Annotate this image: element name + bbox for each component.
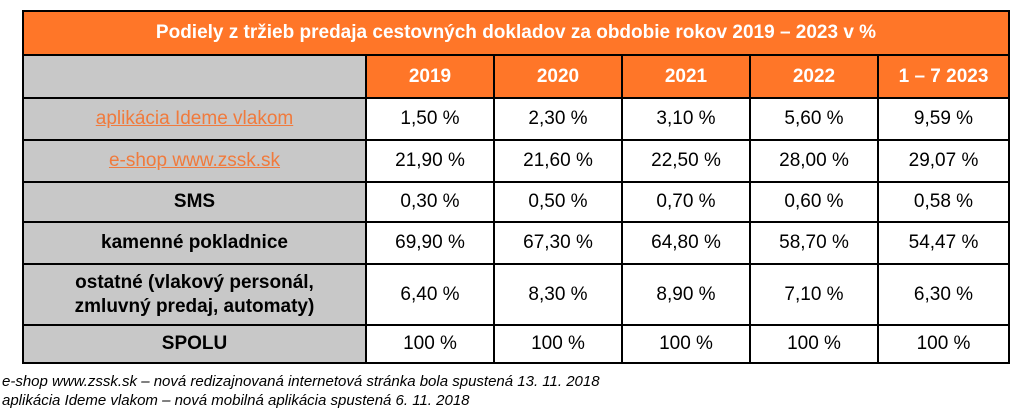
value-cell: 2,30 % <box>493 97 623 141</box>
table-row: SPOLU 100 % 100 % 100 % 100 % 100 % <box>22 324 1010 364</box>
value-cell: 5,60 % <box>749 97 879 141</box>
row-label-app: aplikácia Ideme vlakom <box>22 97 367 141</box>
value-cell: 67,30 % <box>493 221 623 265</box>
value-cell: 21,60 % <box>493 139 623 183</box>
row-label-other: ostatné (vlakový personál, zmluvný preda… <box>22 263 367 326</box>
value-cell: 28,00 % <box>749 139 879 183</box>
value-cell: 7,10 % <box>749 263 879 326</box>
table-row: SMS 0,30 % 0,50 % 0,70 % 0,60 % 0,58 % <box>22 181 1010 223</box>
value-cell: 54,47 % <box>877 221 1010 265</box>
value-cell: 1,50 % <box>365 97 495 141</box>
row-label-sms: SMS <box>22 181 367 223</box>
value-cell: 0,58 % <box>877 181 1010 223</box>
table-row: ostatné (vlakový personál, zmluvný preda… <box>22 263 1010 326</box>
value-cell: 64,80 % <box>621 221 751 265</box>
eshop-link[interactable]: e-shop www.zssk.sk <box>108 150 281 171</box>
value-cell: 21,90 % <box>365 139 495 183</box>
year-header-2020: 2020 <box>493 54 623 99</box>
value-cell: 100 % <box>365 324 495 364</box>
value-cell: 58,70 % <box>749 221 879 265</box>
value-cell: 100 % <box>749 324 879 364</box>
table-row: kamenné pokladnice 69,90 % 67,30 % 64,80… <box>22 221 1010 265</box>
table-title: Podiely z tržieb predaja cestovných dokl… <box>22 10 1010 56</box>
value-cell: 69,90 % <box>365 221 495 265</box>
value-cell: 6,40 % <box>365 263 495 326</box>
value-cell: 0,50 % <box>493 181 623 223</box>
value-cell: 0,70 % <box>621 181 751 223</box>
value-cell: 22,50 % <box>621 139 751 183</box>
sales-share-table: Podiely z tržieb predaja cestovných dokl… <box>22 10 1010 364</box>
year-header-2019: 2019 <box>365 54 495 99</box>
value-cell: 6,30 % <box>877 263 1010 326</box>
row-label-eshop: e-shop www.zssk.sk <box>22 139 367 183</box>
year-header-row: 2019 2020 2021 2022 1 – 7 2023 <box>22 54 1010 99</box>
value-cell: 8,30 % <box>493 263 623 326</box>
value-cell: 8,90 % <box>621 263 751 326</box>
title-row: Podiely z tržieb predaja cestovných dokl… <box>22 10 1010 56</box>
value-cell: 29,07 % <box>877 139 1010 183</box>
year-header-2021: 2021 <box>621 54 751 99</box>
value-cell: 0,30 % <box>365 181 495 223</box>
value-cell: 0,60 % <box>749 181 879 223</box>
table-row: e-shop www.zssk.sk 21,90 % 21,60 % 22,50… <box>22 139 1010 183</box>
year-header-2023: 1 – 7 2023 <box>877 54 1010 99</box>
row-label-other-line1: ostatné (vlakový personál, <box>75 271 314 293</box>
footnotes: e-shop www.zssk.sk – nová redizajnovaná … <box>2 372 600 410</box>
value-cell: 100 % <box>621 324 751 364</box>
row-label-total: SPOLU <box>22 324 367 364</box>
year-header-2022: 2022 <box>749 54 879 99</box>
row-label-ticket-offices: kamenné pokladnice <box>22 221 367 265</box>
app-link[interactable]: aplikácia Ideme vlakom <box>95 108 294 129</box>
value-cell: 100 % <box>877 324 1010 364</box>
sales-share-table-container: Podiely z tržieb predaja cestovných dokl… <box>22 10 1010 364</box>
value-cell: 100 % <box>493 324 623 364</box>
corner-cell <box>22 54 367 99</box>
value-cell: 3,10 % <box>621 97 751 141</box>
footnote-app: aplikácia Ideme vlakom – nová mobilná ap… <box>2 392 470 409</box>
value-cell: 9,59 % <box>877 97 1010 141</box>
row-label-other-line2: zmluvný predaj, automaty) <box>74 295 315 317</box>
footnote-eshop: e-shop www.zssk.sk – nová redizajnovaná … <box>2 373 600 390</box>
table-row: aplikácia Ideme vlakom 1,50 % 2,30 % 3,1… <box>22 97 1010 141</box>
